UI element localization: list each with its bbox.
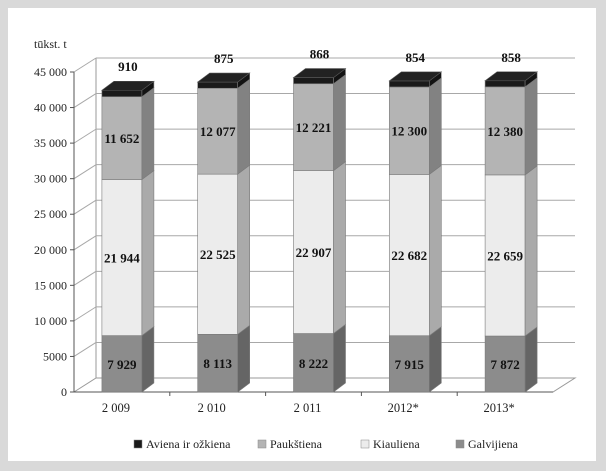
y-tick-label: 10 000 [34,314,67,328]
gridline-diag [73,235,97,251]
bar-segment-side [141,326,155,393]
gridline-diag [73,199,97,215]
bar-segment-front [101,89,143,98]
bar-top [484,71,538,82]
bar-segment-side [524,165,538,337]
data-labels: 7 929 21 944 11 652 910 8 113 22 525 12 077 875… [104,47,523,372]
data-label: 12 380 [487,124,523,139]
bar-segment-front [197,87,238,175]
bar-segment-front [484,174,526,337]
legend: Aviena ir ožkiena Paukštiena Kiauliena Galv… [133,437,519,451]
bar-segment-side [333,161,346,335]
y-tick-label: 20 000 [34,243,67,257]
bar-segment-front [388,174,430,337]
data-label: 22 907 [296,245,332,260]
bar-top [388,71,443,82]
bar-segment-front [101,179,143,336]
gridline-diag [73,164,97,180]
legend-label: Aviena ir ožkiena [146,437,231,451]
y-tick-label: 15 000 [34,278,67,292]
data-label: 22 659 [487,248,523,263]
data-label: 7 929 [107,357,137,372]
gridline-diag [73,270,97,286]
bars [101,67,538,393]
data-label: 12 221 [296,120,332,135]
y-tick-label: 45 000 [34,65,67,79]
data-label-top: 854 [406,50,426,65]
y-tick-label: 0 [61,385,67,399]
legend-label: Galvijiena [468,437,519,451]
bar-top [196,72,251,83]
bar-segment-side [237,78,250,175]
data-label: 22 525 [200,247,236,262]
bar-segment-front [197,173,238,335]
bar-segment-side [333,74,346,172]
data-label: 12 300 [391,124,427,139]
bar-segment-front [101,96,143,180]
y-tick-label: 35 000 [34,136,67,150]
unit-label: tūkst. t [34,37,67,51]
bar-segment-front [293,77,334,85]
data-label-top: 875 [214,51,234,66]
bar-top [292,68,347,78]
y-tick-label: 30 000 [34,172,67,186]
bar-segment-side [524,77,538,176]
bar-segment-front [293,83,334,171]
legend-swatch [133,439,143,449]
bar-segment-front [484,80,526,88]
bar-segment-side [141,87,155,181]
bar-segment-side [428,77,442,176]
legend-label: Paukštiena [270,437,323,451]
bar-segment-side [237,164,250,335]
legend-swatch [360,439,370,449]
gridline-diag [73,57,97,73]
gridline-diag [73,342,97,357]
data-label: 7 915 [395,357,425,372]
bar-segment-front [484,335,526,393]
x-tick-label: 2 010 [198,401,226,415]
legend-swatch [455,439,465,449]
data-label: 7 872 [490,357,519,372]
bar-segment-front [197,81,238,89]
stacked-bar-chart: 0 5000 10 000 15 000 20 000 25 000 30 000 35 00… [34,37,577,451]
y-tick-label: 40 000 [34,101,67,115]
bar-segment-side [237,324,250,393]
bar-top [101,80,155,91]
legend-label: Kiauliena [373,437,420,451]
bar-segment-front [293,333,334,393]
data-label: 11 652 [104,131,139,146]
legend-swatch [257,439,267,449]
data-label-top: 868 [310,47,330,62]
chart-frame: 0 5000 10 000 15 000 20 000 25 000 30 000 35 00… [8,8,596,461]
data-label: 12 077 [200,124,236,139]
gridline-diag [73,306,97,322]
bar-segment-front [388,335,430,393]
bar-segment-side [524,326,538,393]
y-tick-label: 25 000 [34,207,67,221]
data-label-top: 858 [501,50,521,65]
data-label: 8 113 [203,356,232,371]
data-label-top: 910 [118,59,138,74]
data-label: 8 222 [299,356,328,371]
bar-segment-side [428,326,442,393]
data-label: 21 944 [104,251,140,266]
bar-segment-side [141,169,155,337]
gridline-diag [73,93,97,108]
bar-segment-side [333,323,346,393]
bar-segment-front [293,170,334,334]
bar-segment-front [197,334,238,393]
bar-segment-front [484,86,526,176]
x-tick-label: 2013* [483,401,514,415]
bar-segment-side [428,164,442,337]
bar-segment-front [388,80,430,88]
x-tick-label: 2 011 [294,401,322,415]
gridline-diag [73,128,97,144]
bar-segment-front [388,86,430,175]
data-label: 22 682 [391,248,427,263]
x-tick-label: 2 009 [102,401,130,415]
y-tick-label: 5000 [43,349,67,363]
x-tick-label: 2012* [388,401,419,415]
